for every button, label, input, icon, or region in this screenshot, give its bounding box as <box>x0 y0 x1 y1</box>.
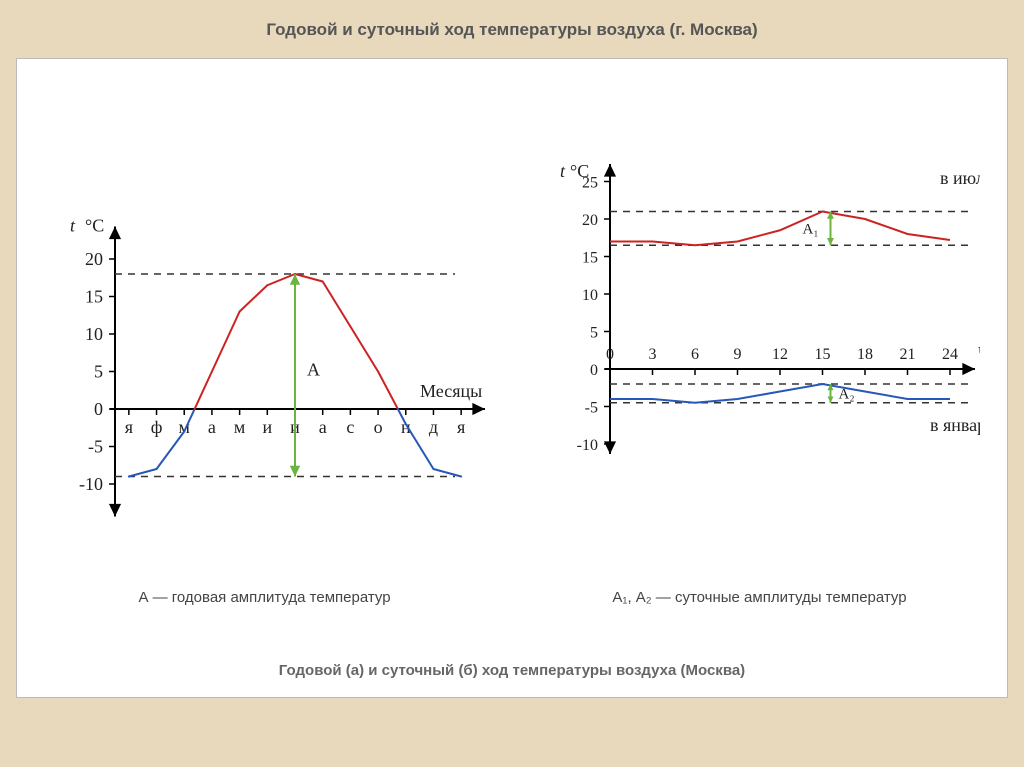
svg-text:24: 24 <box>942 346 958 363</box>
svg-text:10: 10 <box>85 324 103 344</box>
svg-text:0: 0 <box>590 362 598 379</box>
svg-text:18: 18 <box>857 346 873 363</box>
svg-text:°C: °C <box>570 161 589 181</box>
svg-text:20: 20 <box>85 249 103 269</box>
svg-text:3: 3 <box>648 346 656 363</box>
svg-text:д: д <box>428 417 437 437</box>
svg-text:0: 0 <box>606 346 614 363</box>
annual-caption: А — годовая амплитуда температур <box>138 589 390 606</box>
svg-text:20: 20 <box>582 212 598 229</box>
svg-text:°C: °C <box>85 216 104 236</box>
annual-chart-box: -10-505101520яфмамииасондяt °CМесяцыА А … <box>37 89 492 606</box>
svg-text:5: 5 <box>590 325 598 342</box>
svg-text:10: 10 <box>582 287 598 304</box>
svg-text:м: м <box>233 417 244 437</box>
svg-text:6: 6 <box>691 346 699 363</box>
svg-text:21: 21 <box>899 346 915 363</box>
svg-text:в июле: в июле <box>940 168 980 188</box>
svg-text:с: с <box>346 417 354 437</box>
svg-text:а: а <box>318 417 326 437</box>
bottom-caption: Годовой (а) и суточный (б) ход температу… <box>17 662 1007 679</box>
annual-chart: -10-505101520яфмамииасондяt °CМесяцыА <box>45 89 485 549</box>
svg-text:0: 0 <box>94 399 103 419</box>
chart-panel: -10-505101520яфмамииасондяt °CМесяцыА А … <box>16 58 1008 698</box>
daily-chart-box: -10-5051015202503691215182124t °CЧасыА₁в… <box>532 89 987 606</box>
svg-text:15: 15 <box>814 346 830 363</box>
svg-text:-5: -5 <box>88 437 103 457</box>
svg-text:и: и <box>262 417 272 437</box>
svg-text:-10: -10 <box>79 474 103 494</box>
svg-text:t: t <box>560 161 566 181</box>
svg-text:А₂: А₂ <box>838 386 854 402</box>
svg-text:н: н <box>400 417 410 437</box>
page-title: Годовой и суточный ход температуры возду… <box>10 20 1014 40</box>
svg-text:Часы: Часы <box>978 343 980 363</box>
svg-text:Месяцы: Месяцы <box>420 381 482 401</box>
svg-text:9: 9 <box>733 346 741 363</box>
svg-text:о: о <box>373 417 382 437</box>
svg-text:а: а <box>207 417 215 437</box>
svg-text:в январе: в январе <box>930 415 980 435</box>
svg-text:12: 12 <box>772 346 788 363</box>
svg-text:-5: -5 <box>584 400 597 417</box>
svg-text:15: 15 <box>582 250 598 267</box>
daily-chart: -10-5051015202503691215182124t °CЧасыА₁в… <box>540 89 980 549</box>
svg-text:я: я <box>457 417 465 437</box>
svg-text:15: 15 <box>85 287 103 307</box>
svg-text:А₁: А₁ <box>802 221 818 237</box>
svg-text:-10: -10 <box>576 437 597 454</box>
svg-text:я: я <box>124 417 132 437</box>
svg-text:А: А <box>307 359 320 379</box>
svg-text:ф: ф <box>150 417 162 437</box>
svg-text:м: м <box>178 417 189 437</box>
svg-text:t: t <box>70 216 76 236</box>
svg-text:5: 5 <box>94 362 103 382</box>
daily-caption: А₁, А₂ — суточные амплитуды температур <box>612 589 906 606</box>
